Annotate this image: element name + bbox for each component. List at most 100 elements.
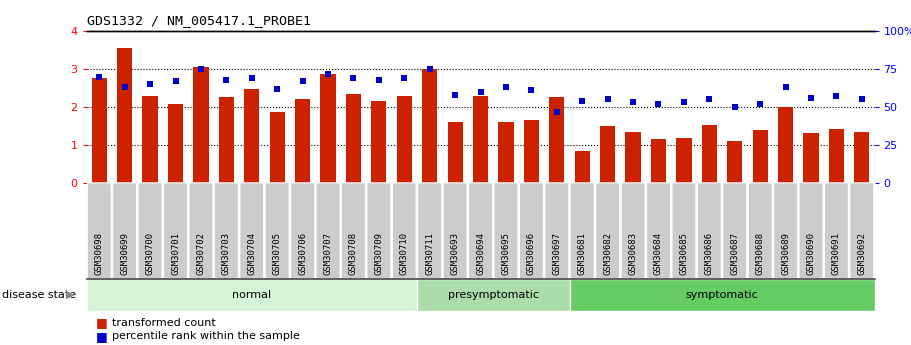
Text: GSM30685: GSM30685 <box>680 232 689 275</box>
FancyBboxPatch shape <box>850 183 874 279</box>
Point <box>219 77 233 82</box>
Bar <box>270 111 285 183</box>
Text: GSM30686: GSM30686 <box>705 232 714 275</box>
Text: GSM30705: GSM30705 <box>272 232 281 275</box>
Point <box>804 95 818 101</box>
Text: ■: ■ <box>96 330 107 343</box>
Bar <box>168 104 183 183</box>
Point <box>600 97 615 102</box>
FancyBboxPatch shape <box>418 183 442 279</box>
Text: GSM30687: GSM30687 <box>731 232 739 275</box>
Bar <box>193 67 209 183</box>
Bar <box>650 139 666 183</box>
Text: symptomatic: symptomatic <box>686 290 759 300</box>
FancyBboxPatch shape <box>164 183 188 279</box>
FancyBboxPatch shape <box>596 183 619 279</box>
FancyBboxPatch shape <box>316 183 340 279</box>
Point <box>575 98 589 104</box>
Point <box>423 66 437 72</box>
Point <box>651 101 666 107</box>
FancyBboxPatch shape <box>367 183 391 279</box>
Point <box>92 74 107 79</box>
Text: GSM30682: GSM30682 <box>603 232 612 275</box>
Bar <box>676 138 691 183</box>
Bar <box>524 120 539 183</box>
Text: GSM30704: GSM30704 <box>247 232 256 275</box>
Point <box>169 78 183 84</box>
Point <box>626 100 640 105</box>
Text: GSM30684: GSM30684 <box>654 232 663 275</box>
Point <box>728 104 742 110</box>
Text: GSM30703: GSM30703 <box>222 232 230 275</box>
Bar <box>244 89 260 183</box>
Bar <box>727 141 742 183</box>
Bar <box>295 99 311 183</box>
FancyBboxPatch shape <box>545 183 568 279</box>
FancyBboxPatch shape <box>138 183 162 279</box>
Point <box>118 85 132 90</box>
Bar <box>422 69 437 183</box>
Text: GSM30691: GSM30691 <box>832 232 841 275</box>
Text: percentile rank within the sample: percentile rank within the sample <box>112 332 300 341</box>
Text: GSM30708: GSM30708 <box>349 232 358 275</box>
Point <box>194 66 209 72</box>
Point <box>677 100 691 105</box>
FancyBboxPatch shape <box>621 183 645 279</box>
Bar <box>346 95 361 183</box>
Bar <box>701 125 717 183</box>
Point <box>702 97 717 102</box>
Bar <box>829 129 844 183</box>
Bar <box>804 133 819 183</box>
Point <box>778 85 793 90</box>
Text: GSM30688: GSM30688 <box>755 232 764 275</box>
Bar <box>626 132 640 183</box>
FancyBboxPatch shape <box>748 183 773 279</box>
Text: GSM30698: GSM30698 <box>95 232 104 275</box>
Text: GSM30702: GSM30702 <box>197 232 206 275</box>
Bar <box>778 107 793 183</box>
Text: GSM30696: GSM30696 <box>527 232 536 275</box>
FancyBboxPatch shape <box>113 183 137 279</box>
Text: GSM30693: GSM30693 <box>451 232 460 275</box>
Point <box>321 71 335 76</box>
FancyBboxPatch shape <box>799 183 823 279</box>
Point <box>346 75 361 81</box>
Text: transformed count: transformed count <box>112 318 216 327</box>
Bar <box>575 151 589 183</box>
Point <box>143 81 158 87</box>
Bar <box>142 96 158 183</box>
Point <box>524 88 538 93</box>
FancyBboxPatch shape <box>291 183 314 279</box>
Point <box>295 78 310 84</box>
FancyBboxPatch shape <box>214 183 239 279</box>
Text: GDS1332 / NM_005417.1_PROBE1: GDS1332 / NM_005417.1_PROBE1 <box>87 14 311 27</box>
Text: GSM30709: GSM30709 <box>374 232 384 275</box>
FancyBboxPatch shape <box>570 183 594 279</box>
Text: GSM30689: GSM30689 <box>781 232 790 275</box>
Point <box>549 109 564 114</box>
FancyBboxPatch shape <box>443 183 467 279</box>
Point <box>752 101 767 107</box>
Bar <box>372 101 386 183</box>
Text: GSM30683: GSM30683 <box>629 232 638 275</box>
Bar <box>396 96 412 183</box>
Bar <box>855 132 869 183</box>
FancyBboxPatch shape <box>417 279 569 311</box>
Text: GSM30697: GSM30697 <box>552 232 561 275</box>
FancyBboxPatch shape <box>698 183 722 279</box>
Bar <box>117 48 132 183</box>
Bar <box>498 122 514 183</box>
Text: GSM30711: GSM30711 <box>425 232 435 275</box>
Point <box>397 75 412 81</box>
Text: GSM30699: GSM30699 <box>120 232 129 275</box>
FancyBboxPatch shape <box>87 279 417 311</box>
Text: GSM30695: GSM30695 <box>501 232 510 275</box>
Bar <box>92 79 107 183</box>
FancyBboxPatch shape <box>342 183 365 279</box>
FancyBboxPatch shape <box>189 183 213 279</box>
Point <box>498 85 513 90</box>
Bar <box>752 130 768 183</box>
FancyBboxPatch shape <box>824 183 848 279</box>
Bar <box>473 96 488 183</box>
Text: presymptomatic: presymptomatic <box>448 290 538 300</box>
